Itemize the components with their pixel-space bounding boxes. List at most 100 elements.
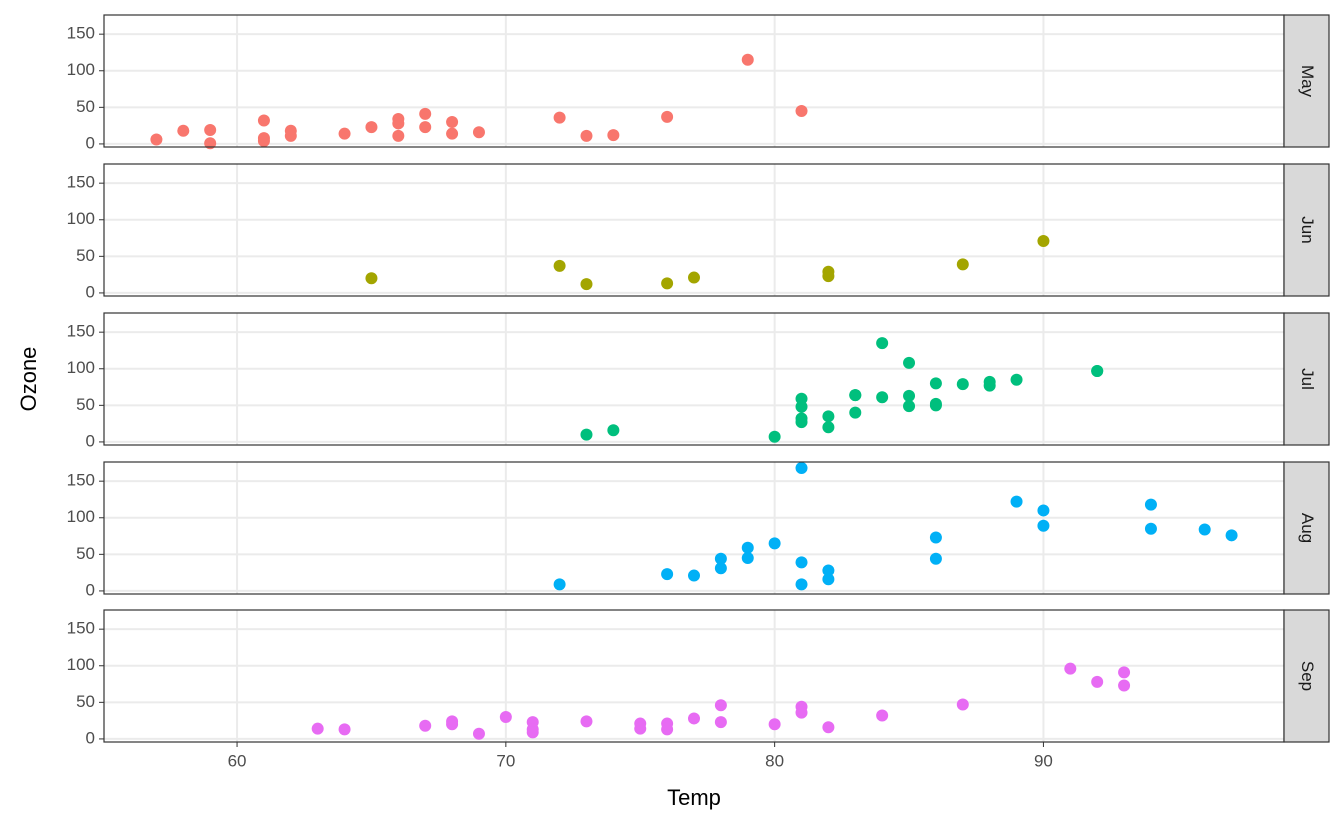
strip-label: Jul	[1298, 368, 1317, 390]
panel	[104, 15, 1284, 147]
point	[903, 356, 916, 369]
y-tick-label: 50	[76, 97, 95, 116]
x-tick-label: 90	[1034, 751, 1053, 770]
point	[876, 337, 889, 350]
panel	[104, 313, 1284, 445]
point	[795, 706, 808, 719]
point	[661, 110, 674, 123]
strip-label: May	[1298, 65, 1317, 98]
point	[849, 406, 862, 419]
point	[903, 400, 916, 413]
point	[580, 428, 593, 441]
y-tick-label: 100	[67, 358, 95, 377]
strip	[1283, 163, 1330, 297]
point	[177, 124, 190, 137]
x-tick-label: 60	[228, 751, 247, 770]
point	[1037, 519, 1050, 532]
y-tick-label: 100	[67, 209, 95, 228]
point	[983, 375, 996, 388]
point	[419, 719, 432, 732]
point	[822, 421, 835, 434]
y-axis-title: Ozone	[16, 347, 41, 412]
point	[768, 537, 781, 550]
point	[257, 114, 270, 127]
point	[446, 127, 459, 140]
point	[795, 462, 808, 474]
point	[1091, 364, 1104, 377]
point	[929, 399, 942, 412]
point	[1010, 373, 1023, 386]
point	[553, 578, 566, 591]
point	[150, 133, 163, 146]
strip-label: Aug	[1298, 513, 1317, 543]
point	[903, 389, 916, 402]
y-tick-label: 50	[76, 395, 95, 414]
point	[446, 115, 459, 128]
point	[956, 258, 969, 271]
point	[204, 137, 217, 150]
point	[741, 541, 754, 554]
point	[607, 424, 620, 437]
point	[1037, 234, 1050, 247]
x-tick-label: 70	[496, 751, 515, 770]
point	[929, 552, 942, 565]
y-tick-label: 0	[86, 580, 95, 599]
point	[607, 129, 620, 142]
point	[1091, 675, 1104, 688]
point	[526, 726, 539, 739]
point	[822, 573, 835, 586]
point	[822, 270, 835, 283]
strip-label: Sep	[1298, 661, 1317, 691]
y-tick-label: 50	[76, 692, 95, 711]
point	[688, 569, 700, 582]
y-tick-label: 0	[86, 282, 95, 301]
point	[1118, 666, 1131, 679]
point	[419, 107, 432, 120]
point	[1118, 679, 1131, 692]
point	[472, 126, 485, 139]
point	[822, 721, 835, 734]
point	[1064, 662, 1077, 675]
point	[1198, 523, 1211, 536]
point	[634, 722, 647, 735]
y-tick-label: 150	[67, 471, 95, 490]
point	[419, 121, 432, 134]
point	[929, 531, 942, 544]
y-tick-label: 0	[86, 133, 95, 152]
y-tick-label: 150	[67, 173, 95, 192]
point	[768, 430, 781, 443]
point	[795, 416, 808, 429]
point	[661, 277, 674, 290]
point	[956, 378, 969, 391]
point	[580, 129, 593, 142]
point	[795, 556, 808, 569]
point	[876, 391, 889, 404]
y-tick-label: 100	[67, 60, 95, 79]
point	[553, 259, 566, 272]
point	[499, 710, 512, 723]
point	[580, 278, 593, 291]
point	[822, 410, 835, 423]
y-tick-label: 50	[76, 544, 95, 563]
point	[311, 722, 324, 735]
y-tick-label: 100	[67, 507, 95, 526]
point	[446, 715, 459, 728]
x-axis-title: Temp	[667, 785, 721, 810]
point	[1010, 495, 1023, 508]
point	[1144, 498, 1157, 511]
point	[822, 564, 835, 577]
y-tick-label: 0	[86, 431, 95, 450]
point	[204, 124, 217, 137]
point	[714, 562, 727, 575]
point	[688, 271, 700, 284]
point	[580, 715, 593, 728]
point	[1225, 529, 1238, 542]
y-tick-label: 150	[67, 619, 95, 638]
point	[661, 723, 674, 736]
point	[284, 129, 297, 142]
y-tick-label: 50	[76, 246, 95, 265]
point	[876, 709, 889, 722]
point	[956, 698, 969, 711]
point	[661, 568, 674, 581]
